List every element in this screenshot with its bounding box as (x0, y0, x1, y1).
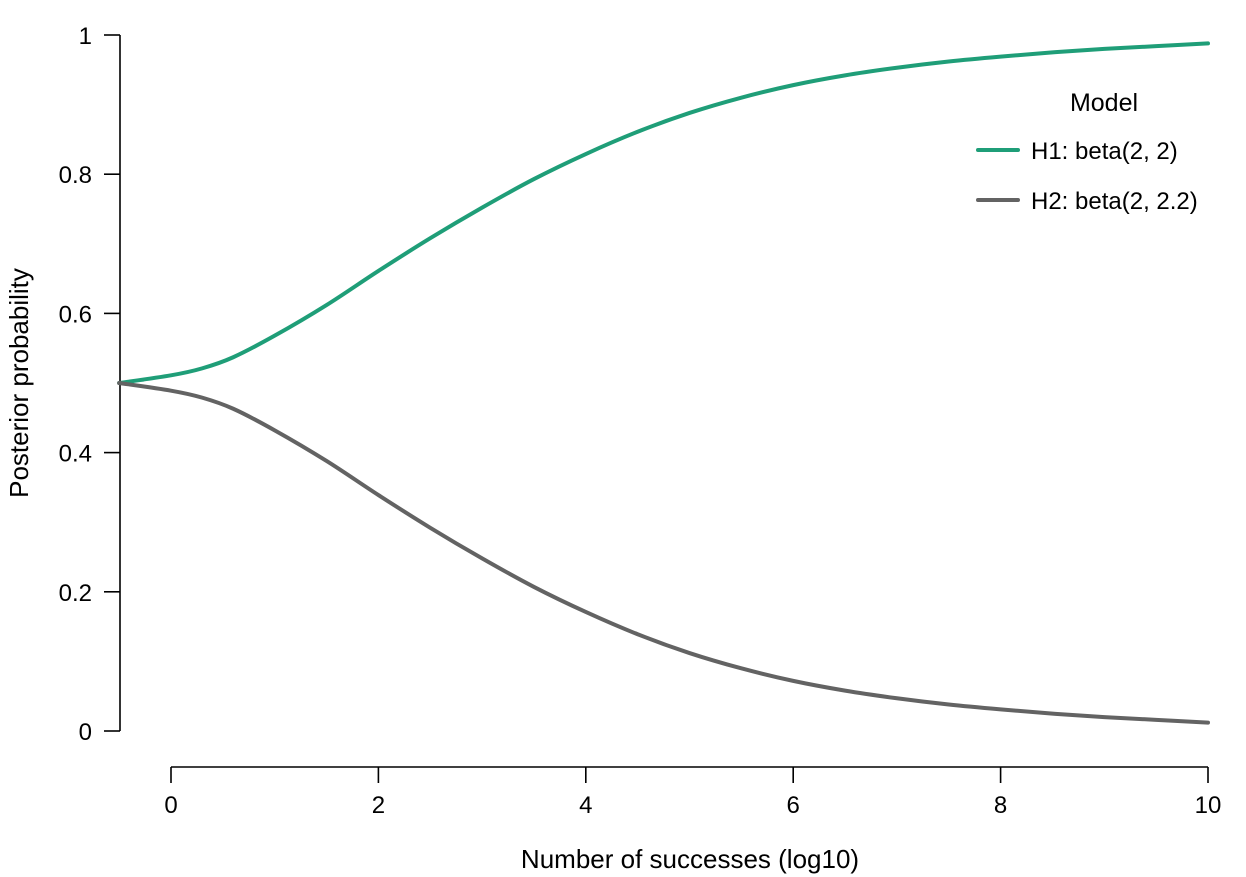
legend-title: Model (1070, 89, 1138, 117)
y-tick-label: 0 (79, 719, 92, 746)
y-tick-label: 0.2 (59, 580, 92, 607)
y-tick-label: 0.8 (59, 162, 92, 189)
x-ticks: 0 2 4 6 8 10 (164, 767, 1221, 819)
y-axis: 0 0.2 0.4 0.6 0.8 1 (59, 23, 121, 746)
y-tick-label: 0.4 (59, 441, 92, 468)
series-group (117, 41, 1210, 725)
x-tick-label: 0 (164, 792, 177, 819)
x-tick-label: 8 (994, 792, 1007, 819)
x-tick-label: 2 (372, 792, 385, 819)
y-tick-label: 0.6 (59, 301, 92, 328)
legend-label-1: H1: beta(2, 2) (1031, 138, 1178, 165)
series-line-1 (117, 41, 1210, 385)
series-line-2 (117, 381, 1210, 725)
x-axis: 0 2 4 6 8 10 (164, 766, 1221, 819)
y-ticks: 0 0.2 0.4 0.6 0.8 1 (59, 23, 120, 746)
legend-items: H1: beta(2, 2) H2: beta(2, 2.2) (976, 138, 1198, 215)
x-tick-label: 10 (1195, 792, 1222, 819)
y-tick-label: 1 (79, 23, 92, 50)
x-tick-label: 6 (787, 792, 800, 819)
x-axis-label: Number of successes (log10) (521, 844, 859, 874)
y-axis-label: Posterior probability (4, 268, 34, 498)
x-tick-label: 4 (579, 792, 592, 819)
legend: Model H1: beta(2, 2) H2: beta(2, 2.2) (976, 89, 1198, 215)
legend-label-2: H2: beta(2, 2.2) (1031, 188, 1198, 215)
